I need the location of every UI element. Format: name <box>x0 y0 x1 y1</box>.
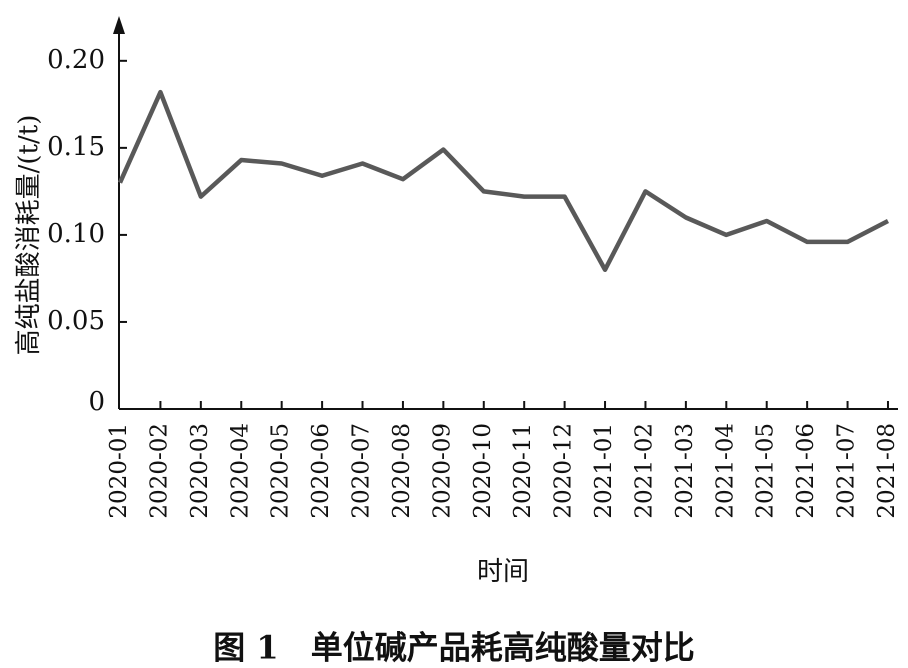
x-tick-label: 2021-06 <box>793 423 819 519</box>
y-tick-label: 0.05 <box>47 306 105 336</box>
x-tick-label: 2020-07 <box>349 423 375 519</box>
x-tick-label: 2020-02 <box>146 423 172 519</box>
caption: 图 1 单位碱产品耗高纯酸量对比 <box>213 629 694 667</box>
x-tick-label: 2021-03 <box>672 423 698 519</box>
x-tick-label: 2021-02 <box>631 423 657 519</box>
x-tick-label: 2021-07 <box>834 423 860 519</box>
y-tick-label: 0.20 <box>47 45 105 75</box>
y-axis-arrow <box>113 16 125 34</box>
x-tick-label: 2020-10 <box>470 423 496 519</box>
x-tick-label: 2021-04 <box>712 423 738 519</box>
x-tick-label: 2021-01 <box>591 423 617 519</box>
x-tick-label: 2020-04 <box>227 423 253 519</box>
y-tick-label: 0 <box>88 387 105 417</box>
x-tick-label: 2020-06 <box>308 423 334 519</box>
x-tick-label: 2020-08 <box>389 423 415 519</box>
x-tick-label: 2020-05 <box>268 423 294 519</box>
line <box>117 89 890 272</box>
x-tick-label: 2020-09 <box>429 423 455 519</box>
x-tick-label: 2020-01 <box>106 423 132 519</box>
x-tick-label: 2020-12 <box>551 423 577 519</box>
x-axis-label: 时间 <box>477 557 529 587</box>
y-tick-label: 0.15 <box>47 132 105 162</box>
x-tick-label: 2021-05 <box>753 423 779 519</box>
x-tick-label: 2020-11 <box>510 423 536 519</box>
y-axis-label: 高纯盐酸消耗量/(t/t) <box>14 115 44 356</box>
y-tick-label: 0.10 <box>47 219 105 249</box>
x-tick-label: 2020-03 <box>187 423 213 519</box>
x-tick-label: 2021-08 <box>874 423 900 519</box>
